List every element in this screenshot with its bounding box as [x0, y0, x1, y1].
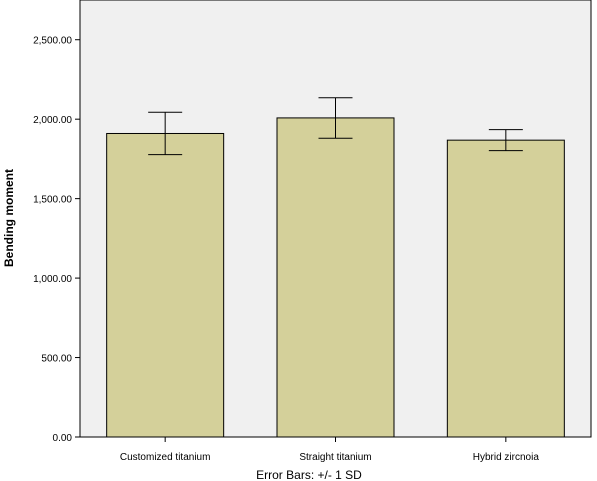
bar: [446, 139, 565, 438]
y-axis: 0.00 500.00 1,000.00 1,500.00 2,000.00 2,500.…: [33, 36, 80, 444]
y-tick-label: 2,000.00: [33, 115, 72, 126]
bars: [106, 117, 565, 438]
x-tick-label: Customized titanium: [120, 452, 211, 463]
y-tick-label: 1,000.00: [33, 274, 72, 285]
x-tick-label: Straight titanium: [299, 452, 371, 463]
bar: [106, 132, 225, 438]
y-tick-label: 2,500.00: [33, 36, 72, 47]
y-axis-title: Bending moment: [2, 169, 16, 267]
x-tick-label: Hybrid zircnoia: [473, 452, 540, 463]
y-tick-label: 500.00: [41, 354, 72, 365]
x-axis-labels: Customized titanium Straight titanium Hybr…: [120, 437, 539, 463]
y-tick-label: 0.00: [53, 433, 73, 444]
y-tick-label: 1,500.00: [33, 195, 72, 206]
error-bars-footnote: Error Bars: +/- 1 SD: [256, 468, 362, 481]
error-bars: [148, 97, 523, 156]
bar: [276, 117, 395, 438]
